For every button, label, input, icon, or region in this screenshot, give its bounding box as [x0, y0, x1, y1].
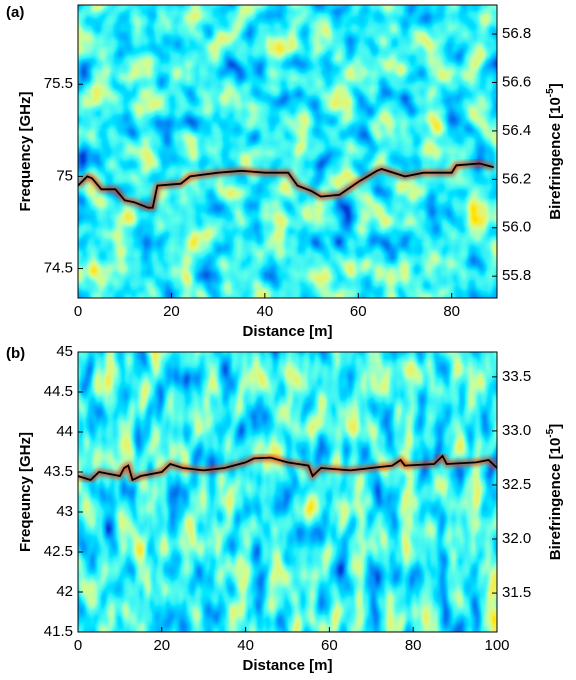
y2-tick-label: 56.0 [502, 219, 531, 236]
x-tick-label: 60 [350, 303, 367, 320]
y2-axis-label: Birefringence [10-5] [545, 424, 564, 560]
y2-tick-label: 31.5 [502, 584, 531, 601]
y-tick-label: 44 [56, 423, 73, 440]
x-tick-label: 60 [321, 637, 338, 654]
plot-frame [77, 4, 498, 299]
x-tick-label: 0 [74, 303, 82, 320]
panel-label: (a) [6, 4, 24, 21]
trace-line [78, 162, 494, 209]
y-tick-label: 75 [56, 167, 73, 184]
y2-label-exponent: -5 [545, 88, 556, 97]
y-axis-label: Frequency [GHz] [17, 91, 34, 211]
x-tick-label: 0 [74, 637, 82, 654]
panel-label: (b) [6, 345, 25, 362]
x-tick-label: 80 [443, 303, 460, 320]
trace-line [78, 454, 497, 482]
y-tick-label: 44.5 [44, 383, 73, 400]
plot-area [78, 451, 497, 485]
y2-label-exponent: -5 [545, 428, 556, 437]
x-tick-label: 40 [257, 303, 274, 320]
y2-tick-label: 56.8 [502, 25, 531, 42]
y2-label-base: Birefringence [10 [547, 97, 564, 220]
plot-area [78, 160, 495, 211]
x-tick-label: 20 [153, 637, 170, 654]
y-tick-label: 74.5 [44, 259, 73, 276]
y-tick-label: 42 [56, 583, 73, 600]
y-tick-label: 42.5 [44, 543, 73, 560]
y2-tick-label: 32.5 [502, 476, 531, 493]
y2-label-base: Birefringence [10 [547, 438, 564, 561]
x-axis-label: Distance [m] [242, 323, 332, 340]
heatmap-background [78, 5, 497, 298]
x-axis-label: Distance [m] [242, 657, 332, 674]
y2-tick-label: 32.0 [502, 530, 531, 547]
y2-tick-label: 33.0 [502, 422, 531, 439]
x-tick-label: 80 [405, 637, 422, 654]
y-tick-label: 43.5 [44, 463, 73, 480]
y-tick-label: 45 [56, 343, 73, 360]
y-tick-label: 43 [56, 503, 73, 520]
y-tick-label: 75.5 [44, 75, 73, 92]
y2-tick-label: 56.4 [502, 122, 531, 139]
y2-tick-label: 55.8 [502, 267, 531, 284]
y2-tick-label: 56.6 [502, 73, 531, 90]
y2-tick-label: 33.5 [502, 368, 531, 385]
x-tick-label: 40 [237, 637, 254, 654]
x-tick-label: 20 [163, 303, 180, 320]
y2-label-close: ] [547, 83, 564, 88]
y2-tick-label: 56.2 [502, 170, 531, 187]
y2-label-close: ] [547, 424, 564, 429]
heatmap-background [78, 352, 497, 632]
y-tick-label: 41.5 [44, 623, 73, 640]
plot-frame [77, 351, 498, 633]
y2-axis-label: Birefringence [10-5] [545, 83, 564, 219]
y-axis-label: Freqeuncy [GHz] [17, 432, 34, 552]
x-tick-label: 100 [484, 637, 509, 654]
